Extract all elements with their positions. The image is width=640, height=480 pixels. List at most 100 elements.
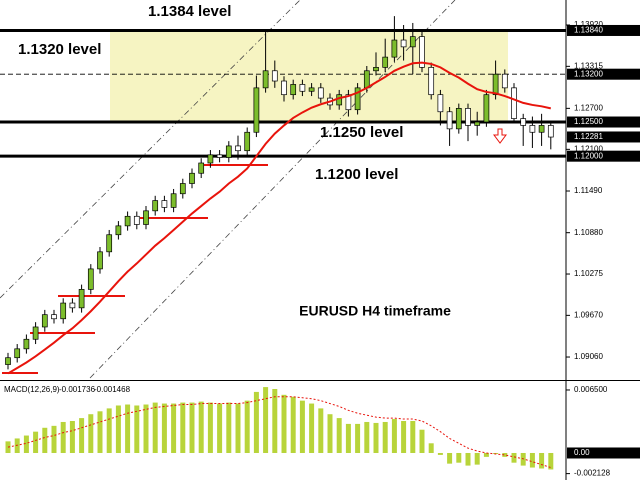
candle-body (170, 193, 177, 208)
macd-bar (373, 422, 379, 453)
macd-bar (428, 443, 434, 453)
macd-bar (281, 394, 287, 453)
price-marker-label: 1.13200 (574, 69, 603, 78)
macd-bar (502, 452, 508, 457)
macd-bar (115, 405, 121, 453)
support-marks (2, 164, 268, 374)
macd-bar (263, 387, 269, 453)
candle-body (41, 314, 48, 328)
macd-bar (235, 403, 241, 453)
signal-line (7, 396, 551, 469)
candle-body (69, 302, 76, 309)
candle-body (299, 84, 306, 92)
candle-body (78, 289, 85, 309)
candle-body (455, 108, 462, 130)
macd-bar (548, 452, 554, 470)
y-tick-label: 0.006500 (574, 385, 608, 394)
macd-bar (180, 402, 186, 453)
candle-body (253, 87, 260, 133)
macd-bar (391, 419, 397, 453)
price-marker (567, 116, 640, 128)
candle-body (271, 70, 278, 82)
macd-bar (152, 402, 158, 453)
candle-body (290, 84, 297, 96)
price-marker-label: 1.12500 (574, 117, 603, 126)
candle-body (474, 121, 481, 126)
chart-title: EURUSD H4 timeframe (299, 303, 451, 319)
indicator-name: MACD(12,26,9) (4, 385, 60, 394)
macd-bar (465, 452, 471, 466)
macd-bar (410, 421, 416, 453)
candle-body (382, 56, 389, 68)
signal-value: -0.001468 (94, 385, 131, 394)
candle-body (207, 154, 214, 164)
macd-bar (382, 421, 388, 453)
candle-body (32, 326, 39, 340)
zero-marker (567, 447, 640, 459)
macd-bar (336, 418, 342, 453)
y-tick-label: 1.12700 (574, 103, 603, 112)
candle-body (216, 154, 223, 158)
macd-bar (539, 452, 545, 469)
macd-bar (309, 403, 315, 453)
macd-bar (447, 452, 453, 464)
candle-body (281, 80, 287, 96)
candle-body (5, 357, 11, 365)
price-marker-label: 1.12281 (574, 132, 603, 141)
candle-body (520, 118, 527, 126)
candle-body (437, 94, 444, 113)
macd-bar (69, 421, 75, 453)
macd-bar (217, 403, 223, 453)
candle-body (179, 183, 186, 195)
macd-bar (97, 411, 103, 453)
candle-body (235, 145, 241, 152)
candle-body (23, 338, 30, 350)
candle-body (97, 251, 103, 270)
level-label: 1.1250 level (320, 124, 403, 141)
down-arrow (493, 128, 507, 144)
macd-bar (345, 423, 351, 453)
macd-bar (143, 404, 149, 453)
macd-bar (33, 431, 39, 453)
macd-bar (364, 421, 370, 453)
candle-body (124, 215, 131, 227)
candle-body (428, 67, 435, 96)
candle-body (14, 348, 21, 359)
channel (0, 0, 456, 379)
macd-bar (79, 418, 85, 453)
macd-bar (244, 400, 250, 453)
macd-bar (483, 452, 489, 457)
macd-bar (511, 452, 517, 463)
candle-body (409, 36, 416, 48)
candle-body (60, 302, 67, 320)
candle-body (345, 94, 352, 111)
candle-body (363, 70, 370, 89)
price-marker (567, 24, 640, 36)
macd-bar (106, 408, 112, 453)
candle-body (244, 131, 251, 152)
macd-bar (290, 396, 296, 453)
y-tick-label: 1.12100 (574, 144, 603, 153)
candle-body (198, 162, 205, 174)
price-marker (567, 68, 640, 80)
candle-body (308, 87, 315, 92)
price-marker-label: 1.12000 (574, 151, 603, 160)
candle-body (483, 94, 490, 123)
y-tick-label: 1.13920 (574, 20, 603, 29)
macd-bar (23, 435, 29, 453)
candle-body (143, 210, 149, 225)
candle-body (354, 87, 361, 111)
macd-bar (327, 414, 333, 453)
macd-bar (88, 414, 94, 453)
macd-bar (456, 452, 462, 463)
level-label: 1.1200 level (315, 166, 398, 183)
candle-body (87, 268, 94, 290)
candle-body (400, 39, 407, 48)
level-label: 1.1384 level (148, 3, 231, 20)
candle-body (133, 215, 140, 225)
candle-body (189, 172, 195, 184)
macd-bar (189, 402, 195, 453)
macd-bar (253, 391, 259, 453)
macd-bar (171, 403, 177, 453)
candle-body (446, 111, 453, 130)
